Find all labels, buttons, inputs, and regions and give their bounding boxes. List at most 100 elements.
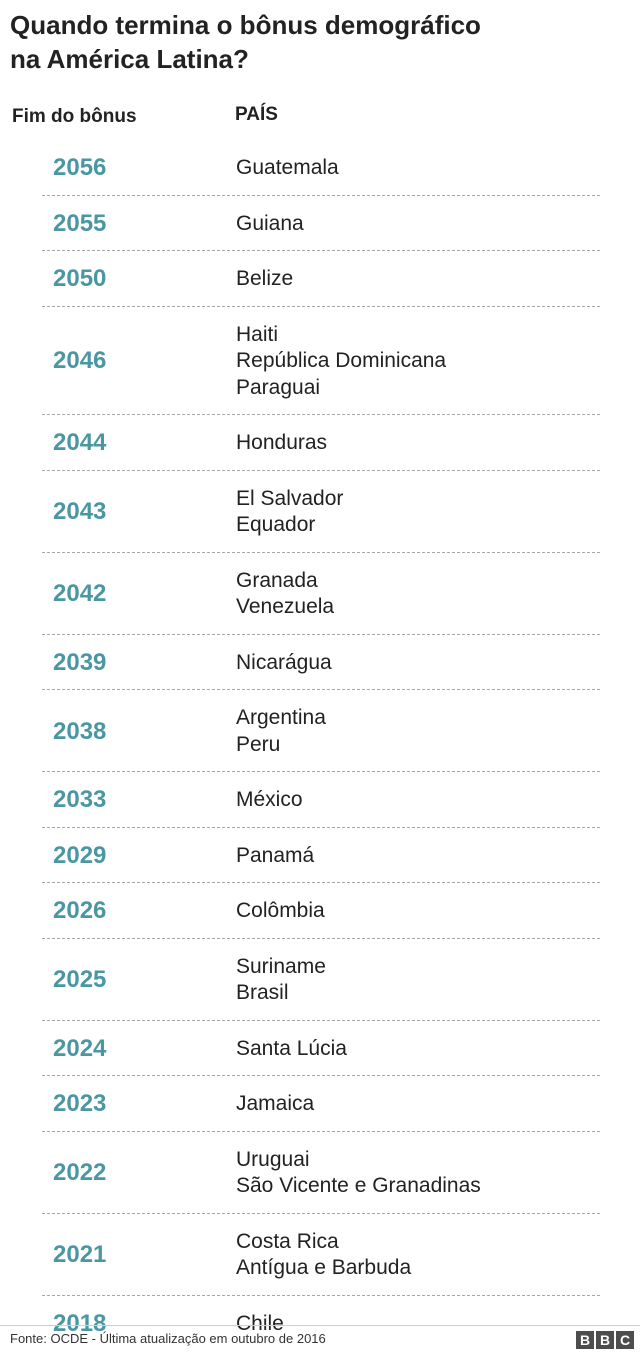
table-row: 2018 Chile xyxy=(0,1296,640,1352)
year-label: 2026 xyxy=(53,897,107,925)
country-list: Chile xyxy=(236,1311,284,1338)
year-label: 2025 xyxy=(53,966,107,993)
year-label: 2042 xyxy=(53,580,107,607)
row-divider xyxy=(42,1212,600,1214)
country-name: Peru xyxy=(236,732,281,756)
country-name: Equador xyxy=(236,513,316,536)
table-row: 2026 Colômbia xyxy=(0,883,640,939)
country-list: Haiti República Dominicana Paraguai xyxy=(236,322,446,402)
country-name: Jamaica xyxy=(236,1092,315,1115)
table-row: 2055 Guiana xyxy=(0,196,640,251)
year-label: 2039 xyxy=(53,648,107,676)
year-label: 2021 xyxy=(53,1241,107,1268)
country-name: Uruguai xyxy=(236,1147,310,1171)
year-label: 2023 xyxy=(53,1090,107,1118)
country-list: Suriname Brasil xyxy=(236,954,326,1007)
bbc-logo-letter: B xyxy=(576,1331,594,1349)
country-list: Uruguai São Vicente e Granadinas xyxy=(236,1147,481,1200)
country-name: Guatemala xyxy=(236,156,339,179)
row-divider xyxy=(42,194,600,196)
year-label: 2046 xyxy=(53,347,107,375)
country-name: Panamá xyxy=(236,843,315,867)
footer-divider xyxy=(0,1325,640,1326)
table-row: 2025 Suriname Brasil xyxy=(0,939,640,1021)
bbc-logo-letter: B xyxy=(596,1331,614,1349)
country-list: Granada Venezuela xyxy=(236,568,334,621)
bbc-logo-letter: C xyxy=(616,1331,634,1349)
year-label: 2055 xyxy=(53,209,107,237)
year-label: 2050 xyxy=(53,265,107,293)
country-name: El Salvador xyxy=(236,486,344,510)
row-divider xyxy=(42,1075,600,1076)
table-row: 2056 Guatemala xyxy=(0,140,640,196)
year-label: 2043 xyxy=(53,498,107,525)
country-name: Belize xyxy=(236,267,294,290)
country-column-header: PAÍS xyxy=(235,104,278,125)
title-line-1: Quando termina o bônus demográfico xyxy=(10,10,481,40)
year-label: 2033 xyxy=(53,786,107,814)
row-divider xyxy=(42,469,600,471)
country-name: República Dominicana xyxy=(236,349,447,372)
country-list: Panamá xyxy=(236,843,314,870)
row-divider xyxy=(42,937,600,939)
country-name: Paraguai xyxy=(236,375,321,399)
country-list: Jamaica xyxy=(236,1091,314,1118)
country-list: Guatemala xyxy=(236,155,339,182)
country-name: México xyxy=(236,788,303,811)
year-label: 2038 xyxy=(53,717,107,745)
country-name: Santa Lúcia xyxy=(236,1036,347,1060)
row-divider xyxy=(42,882,600,883)
country-name: Guiana xyxy=(236,211,304,235)
row-divider xyxy=(42,250,600,251)
table-row: 2039 Nicarágua xyxy=(0,635,640,690)
country-list: Argentina Peru xyxy=(236,705,326,758)
country-name: Brasil xyxy=(236,981,289,1004)
country-name: Antígua e Barbuda xyxy=(236,1256,412,1279)
year-label: 2018 xyxy=(53,1309,107,1337)
country-list: México xyxy=(236,787,303,814)
table-row: 2044 Honduras xyxy=(0,415,640,471)
row-divider xyxy=(42,1294,600,1296)
country-list: Colômbia xyxy=(236,898,325,925)
country-list: Belize xyxy=(236,266,293,293)
chart-title: Quando termina o bônus demográfico na Am… xyxy=(10,8,630,76)
row-divider xyxy=(42,1019,600,1021)
row-divider xyxy=(42,414,600,415)
row-divider xyxy=(42,1130,600,1132)
year-label: 2044 xyxy=(53,429,107,457)
country-name: São Vicente e Granadinas xyxy=(236,1174,481,1197)
table-row: 2023 Jamaica xyxy=(0,1076,640,1132)
year-label: 2024 xyxy=(53,1034,107,1062)
country-name: Chile xyxy=(236,1311,284,1335)
country-list: El Salvador Equador xyxy=(236,486,343,539)
country-list: Honduras xyxy=(236,430,327,457)
table-row: 2029 Panamá xyxy=(0,828,640,883)
country-list: Santa Lúcia xyxy=(236,1036,347,1063)
row-divider xyxy=(42,305,600,307)
country-name: Suriname xyxy=(236,954,326,978)
country-name: Granada xyxy=(236,568,318,592)
country-name: Nicarágua xyxy=(236,650,332,674)
table-row: 2043 El Salvador Equador xyxy=(0,471,640,553)
year-label: 2022 xyxy=(53,1159,107,1186)
table-row: 2046 Haiti República Dominicana Paraguai xyxy=(0,307,640,415)
source-note: Fonte: OCDE - Última atualização em outu… xyxy=(10,1331,326,1346)
table-row: 2021 Costa Rica Antígua e Barbuda xyxy=(0,1214,640,1296)
country-list: Guiana xyxy=(236,211,304,238)
title-line-2: na América Latina? xyxy=(10,44,249,74)
row-divider xyxy=(42,551,600,553)
country-name: Haiti xyxy=(236,322,279,346)
table-row: 2050 Belize xyxy=(0,251,640,307)
table-row: 2022 Uruguai São Vicente e Granadinas xyxy=(0,1132,640,1214)
country-name: Venezuela xyxy=(236,595,335,618)
table-row: 2038 Argentina Peru xyxy=(0,690,640,772)
year-label: 2029 xyxy=(53,841,107,869)
country-name: Costa Rica xyxy=(236,1229,339,1253)
table-row: 2042 Granada Venezuela xyxy=(0,553,640,635)
country-list: Costa Rica Antígua e Barbuda xyxy=(236,1229,411,1282)
year-label: 2056 xyxy=(53,154,107,182)
table-row: 2033 México xyxy=(0,772,640,828)
year-column-header: Fim do bônus xyxy=(12,106,137,127)
bbc-logo: B B C xyxy=(576,1331,634,1349)
country-name: Colômbia xyxy=(236,899,325,922)
